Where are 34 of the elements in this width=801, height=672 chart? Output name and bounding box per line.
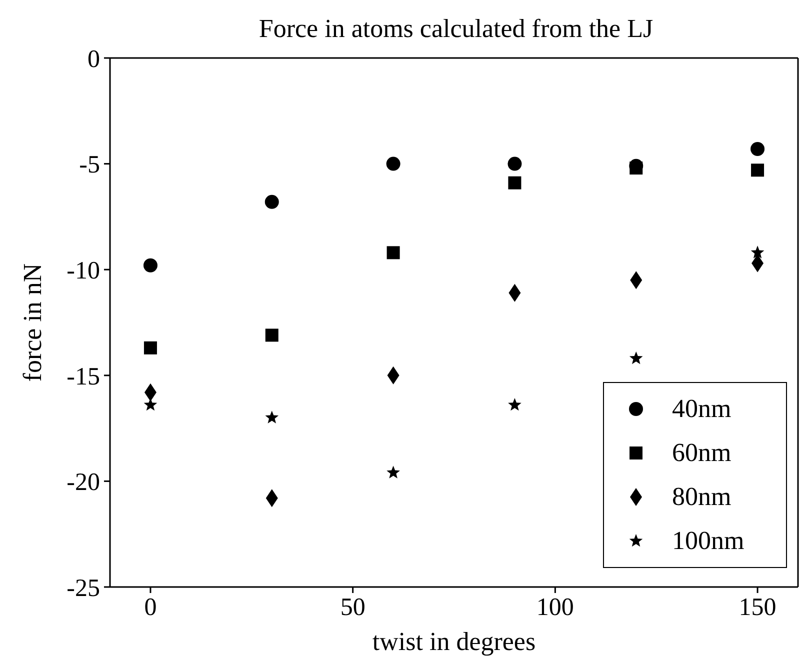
x-tick-label: 100 [536, 594, 574, 621]
point [629, 351, 643, 364]
legend-label: 100nm [672, 526, 744, 556]
legend-label: 40nm [672, 394, 732, 424]
x-tick-label: 50 [340, 594, 366, 621]
point [386, 246, 400, 260]
x-axis-title: twist in degrees [372, 627, 536, 656]
legend-label: 60nm [672, 438, 732, 468]
x-tick-label: 0 [144, 594, 157, 621]
x-tick-label: 150 [738, 594, 776, 621]
point [265, 410, 279, 424]
y-tick-label: -5 [79, 152, 100, 179]
chart-title: Force in atoms calculated from the LJ [258, 14, 654, 44]
point [508, 398, 522, 411]
y-tick-label: -15 [66, 363, 100, 390]
point [144, 341, 157, 354]
y-tick-label: -25 [66, 574, 100, 602]
y-tick-label: -10 [66, 257, 100, 284]
point [751, 164, 764, 177]
point [750, 142, 765, 156]
point [265, 328, 278, 342]
point [144, 398, 158, 411]
point [750, 246, 764, 258]
legend-label: 80nm [672, 482, 732, 512]
y-axis-title: force in nN [18, 263, 48, 382]
point [630, 162, 643, 175]
y-tick-label: 0 [88, 46, 100, 73]
y-tick-label: -20 [66, 469, 100, 496]
point [143, 258, 158, 272]
point [386, 466, 400, 478]
point [386, 156, 400, 171]
point [264, 194, 279, 209]
point [508, 176, 522, 190]
point [508, 156, 522, 171]
